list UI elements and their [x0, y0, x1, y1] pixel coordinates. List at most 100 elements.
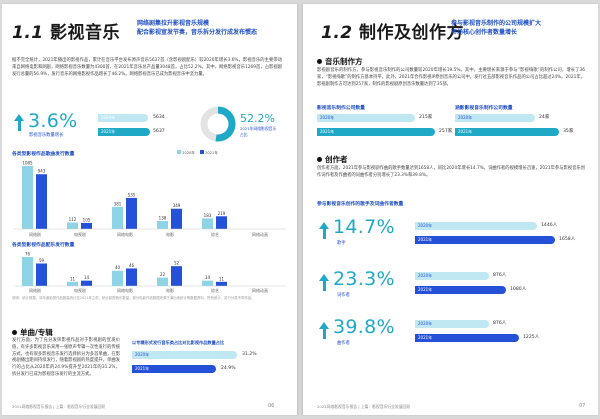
bar-电影-2020年: [157, 220, 168, 229]
data-label: 112: [69, 217, 77, 222]
creator-chart-title: 参与影视音乐创作的歌手及词曲作者数量: [317, 202, 404, 207]
single-chart-title: 以专辑形式发行音乐类占比对比影视作品数量占比: [132, 340, 225, 345]
bar-电影-2021年: [171, 208, 182, 229]
data-label: 76: [25, 252, 31, 257]
data-label: 40: [115, 265, 121, 270]
data-label: 59: [39, 258, 45, 263]
data-label: 14: [84, 275, 90, 280]
producer-bar-2020: [317, 114, 415, 122]
data-label: 138: [159, 215, 167, 220]
bar-综艺-2021年: [216, 216, 227, 229]
category-label: 电影: [166, 287, 174, 293]
category-label: 电视剧: [74, 287, 86, 293]
singer-label: 歌手: [337, 241, 346, 246]
data-label: 11: [219, 276, 225, 281]
bar-电视剧-2021年: [81, 280, 92, 286]
kpi-growth-value: 3.6%: [28, 110, 78, 132]
footnote: 说明：统计数据，将年度影视作品数量统计至2021年之前，统计影视音乐数量；部分电…: [12, 296, 255, 300]
category-label: 网络动画: [252, 231, 268, 237]
single-paragraph: 发行方面，为了充分发挥影视作品对于影视剧的宣发价值，有许多影视音乐采用一张原声专…: [12, 338, 120, 377]
intro-paragraph: 据不完全统计，2021年播出的影视作品，累计在音乐平台发布原声音乐5637首（含…: [12, 58, 282, 77]
data-label: 105: [83, 217, 91, 222]
data-label: 1085: [22, 161, 33, 166]
composer-bar-2020: [415, 320, 489, 328]
composer-bar-2021: [415, 334, 519, 342]
bar-电视剧-2021年: [81, 222, 92, 229]
single-bar-2020: [132, 351, 237, 359]
bar-网络电影-2020年: [112, 206, 123, 229]
category-label: 网络剧: [29, 287, 41, 293]
producer-bar-2021: [317, 128, 435, 136]
producer2-bar-2021: [455, 128, 559, 136]
producer-paragraph: 影视剧音乐的制作方，参与影视音乐制作的公司数量较2020年增长19.5%。其中，…: [317, 68, 585, 87]
chart1-title: 各类型影视作品歌曲发行数量: [12, 152, 75, 157]
growth-arrow-icon: [319, 322, 329, 339]
bar-综艺-2020年: [202, 218, 213, 229]
page-number: 07: [579, 403, 586, 409]
category-label: 网络电影: [117, 287, 133, 293]
bar-2020: [98, 114, 148, 122]
creator-section-title: 创作者: [317, 154, 348, 165]
singer-growth-value: 14.7%: [333, 216, 395, 238]
data-label: 943: [38, 169, 46, 174]
bar-网络剧-2021年: [36, 263, 47, 286]
chart1-svg: 1085 943 网络剧 112 105 电视剧 381 535 网络电影 138 349 电影 183…: [14, 161, 286, 237]
data-label: 183: [204, 213, 212, 218]
bar-网络电影-2021年: [126, 268, 137, 286]
chart2-svg: 76 59 网络剧 11 14 电视剧 40 46 网络电影 22 52 电影 14 11 综艺 网络动画: [14, 252, 286, 293]
lyricist-bar-2020: [415, 272, 489, 280]
donut-label: 2021年网络影视音乐 占比: [240, 126, 277, 137]
data-label: 52: [174, 261, 180, 266]
bar-综艺-2020年: [202, 280, 213, 286]
bar-网络剧-2021年: [36, 174, 47, 229]
data-label: 46: [129, 263, 135, 268]
donut-value: 52.2%: [240, 112, 275, 125]
category-label: 网络剧: [29, 231, 41, 237]
category-label: 电影: [166, 231, 174, 237]
bar-电视剧-2020年: [67, 281, 78, 286]
data-label: 11: [70, 276, 76, 281]
category-label: 综艺: [211, 231, 219, 237]
single-section-title: 单曲/专辑: [12, 327, 53, 338]
category-label: 综艺: [211, 287, 219, 293]
lyricist-growth-value: 23.3%: [333, 268, 395, 290]
singer-bar-2021: [415, 236, 555, 244]
creator-paragraph: 创作者方面，2021年参与影视剧作曲的歌手数量达到1658人，同比2020年增长…: [317, 166, 585, 178]
producer-section-title: 音乐制作方: [317, 56, 363, 67]
bar-网络电影-2020年: [112, 270, 123, 286]
bar-网络剧-2020年: [22, 257, 33, 286]
bar-2021: [98, 128, 150, 136]
page-subtitle: 参与影视音乐制作的公司规模扩大 市场核心创作者数量增长: [451, 20, 542, 36]
bar-电视剧-2020年: [67, 222, 78, 229]
bullet-icon: [317, 157, 322, 162]
category-label: 网络动画: [252, 287, 268, 293]
bar-综艺-2021年: [216, 281, 227, 286]
producer-chart1-title: 影视音乐制作公司数量: [317, 106, 365, 111]
lyricist-bar-2021: [415, 286, 506, 294]
bullet-icon: [317, 59, 322, 64]
footer-text: 2021网络影视音乐报告 | 上篇：影视音乐行业发展回顾: [317, 404, 411, 409]
bar-电影-2020年: [157, 277, 168, 286]
singer-bar-2020: [415, 222, 537, 230]
composer-growth-value: 39.8%: [333, 316, 395, 338]
growth-arrow-icon: [319, 222, 329, 239]
footer-text: 2021网络影视音乐报告 | 上篇：影视音乐行业发展回顾: [12, 404, 106, 409]
donut-chart: [200, 106, 236, 142]
bar-电影-2021年: [171, 266, 182, 286]
page-title: 1.2 制作及创作方: [321, 23, 465, 43]
composer-label: 曲作者: [337, 341, 350, 346]
category-label: 网络电影: [117, 231, 133, 237]
single-bar-2021: [132, 365, 216, 373]
lyricist-label: 词作者: [337, 293, 350, 298]
category-label: 电视剧: [74, 231, 86, 237]
data-label: 535: [128, 192, 136, 197]
producer-chart2-title: 涵影影视音乐制作公司数量: [455, 106, 513, 111]
data-label: 219: [218, 211, 226, 216]
bar-网络剧-2020年: [22, 166, 33, 229]
growth-arrow-icon: [14, 114, 24, 131]
producer2-bar-2020: [455, 114, 535, 122]
data-label: 381: [114, 201, 122, 206]
page-title: 1.1 影视音乐: [12, 23, 121, 43]
chart2-title: 各类型影视作品配乐发行数量: [12, 243, 75, 248]
page-number: 06: [268, 403, 275, 409]
